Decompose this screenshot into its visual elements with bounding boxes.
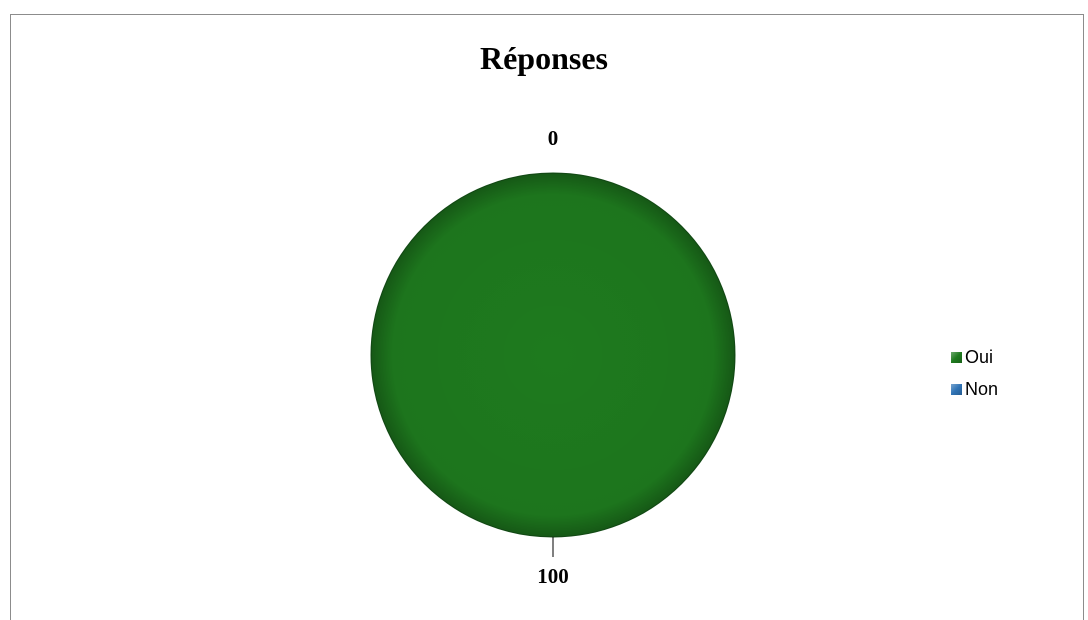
legend-swatch-non	[951, 383, 962, 395]
pie-slice-shading-oui	[371, 173, 735, 537]
data-label-oui: 100	[537, 564, 569, 588]
pie-slices	[370, 172, 736, 538]
legend-label-oui: Oui	[965, 346, 994, 367]
legend-item-non: Non	[951, 379, 998, 399]
data-label-non: 0	[548, 126, 559, 150]
chart-title: Réponses	[479, 40, 608, 76]
legend-label-non: Non	[965, 378, 999, 399]
legend: Oui Non	[951, 347, 998, 411]
legend-item-oui: Oui	[951, 347, 998, 367]
pie-data-labels: 100 0	[537, 126, 569, 588]
legend-swatch-oui	[951, 351, 962, 363]
